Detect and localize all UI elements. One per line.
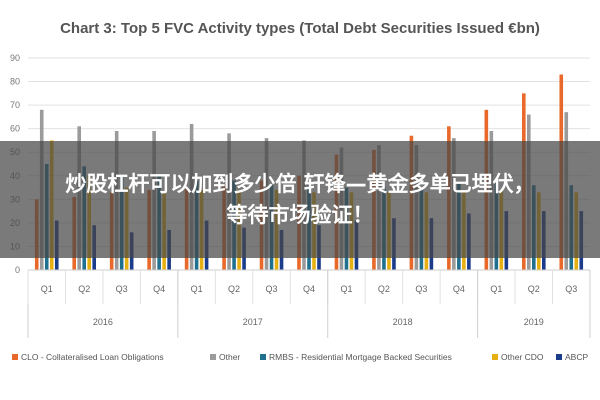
legend-label: CLO - Collateralised Loan Obligations: [21, 352, 164, 362]
x-category-label: Q1: [340, 284, 352, 294]
legend-label: RMBS - Residential Mortgage Backed Secur…: [269, 352, 452, 362]
x-category-label: Q3: [415, 284, 427, 294]
legend-label: Other CDO: [501, 352, 544, 362]
x-category-label: Q3: [266, 284, 278, 294]
legend-swatch: [260, 354, 266, 360]
x-category-label: Q3: [565, 284, 577, 294]
legend-swatch: [210, 354, 216, 360]
x-category-label: Q2: [228, 284, 240, 294]
banner-line-1: 炒股杠杆可以加到多少倍 轩锋—黄金多单已埋伏，: [65, 171, 535, 196]
legend-swatch: [12, 354, 18, 360]
y-tick-label: 0: [15, 265, 20, 275]
y-tick-label: 60: [10, 124, 20, 134]
chart-title: Chart 3: Top 5 FVC Activity types (Total…: [60, 20, 540, 37]
y-tick-label: 90: [10, 53, 20, 63]
x-category-label: Q2: [78, 284, 90, 294]
legend-swatch: [492, 354, 498, 360]
legend: CLO - Collateralised Loan Obligations Oth…: [12, 352, 588, 362]
x-category-label: Q3: [116, 284, 128, 294]
x-category-label: Q1: [41, 284, 53, 294]
legend-label: ABCP: [565, 352, 588, 362]
x-category-label: Q4: [453, 284, 465, 294]
legend-swatch: [556, 354, 562, 360]
banner-overlay: 炒股杠杆可以加到多少倍 轩锋—黄金多单已埋伏， 等待市场验证！: [0, 141, 600, 258]
x-category-label: Q1: [191, 284, 203, 294]
x-category-label: Q4: [303, 284, 315, 294]
x-year-label: 2016: [93, 317, 113, 327]
y-tick-label: 80: [10, 77, 20, 87]
legend-label: Other: [219, 352, 240, 362]
x-category-label: Q1: [490, 284, 502, 294]
y-tick-label: 70: [10, 100, 20, 110]
x-axis: Q1 Q2 Q3 Q4 Q1 Q2 Q3 Q4 Q1 Q2 Q3 Q4 Q1 Q2 Q3 2016 2017 20…: [27, 269, 591, 338]
x-category-label: Q2: [378, 284, 390, 294]
banner-line-2: 等待市场验证！: [226, 202, 374, 227]
x-year-label: 2018: [393, 317, 413, 327]
x-category-label: Q4: [153, 284, 165, 294]
x-year-label: 2019: [524, 317, 544, 327]
x-year-label: 2017: [243, 317, 263, 327]
x-category-label: Q2: [528, 284, 540, 294]
